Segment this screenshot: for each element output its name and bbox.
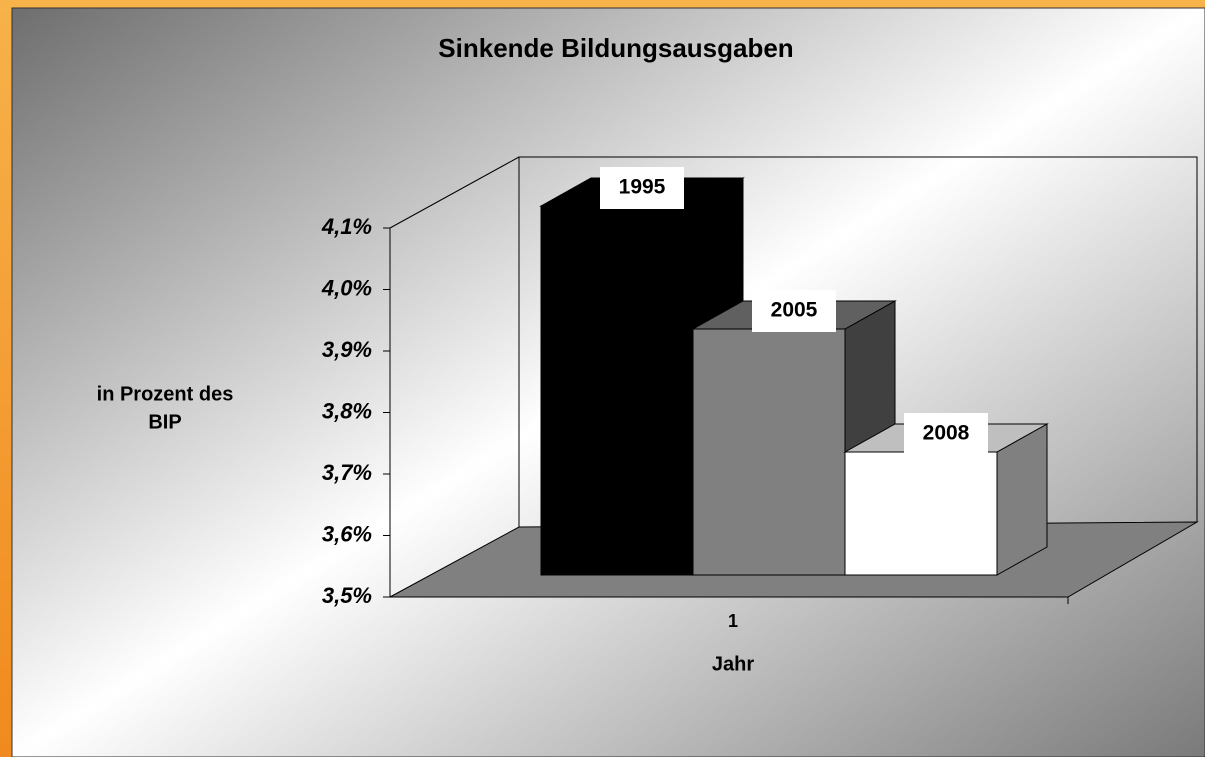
chart-title: Sinkende Bildungsausgaben (438, 33, 793, 63)
y-tick-label: 3,7% (322, 460, 372, 485)
y-axis-label: in Prozent des (97, 383, 234, 405)
x-tick-label: 1 (728, 611, 738, 631)
bar (692, 328, 846, 576)
y-tick-label: 4,0% (321, 275, 372, 300)
data-label: 2005 (771, 299, 818, 322)
data-label-box (600, 167, 684, 209)
data-label-box (752, 290, 836, 332)
bar (844, 451, 998, 576)
data-label: 1995 (619, 176, 666, 199)
x-axis-label: Jahr (712, 653, 754, 675)
side-wall (389, 156, 520, 229)
y-tick-label: 3,8% (322, 398, 372, 423)
data-label-box (904, 413, 988, 455)
bar (540, 205, 694, 576)
y-tick-label: 3,6% (322, 521, 372, 546)
data-label: 2008 (923, 422, 970, 445)
y-tick-label: 4,1% (321, 214, 372, 239)
y-axis-label: BIP (148, 411, 181, 433)
y-tick-label: 3,5% (322, 583, 372, 608)
back-wall (518, 156, 1198, 527)
y-tick-label: 3,9% (322, 337, 372, 362)
